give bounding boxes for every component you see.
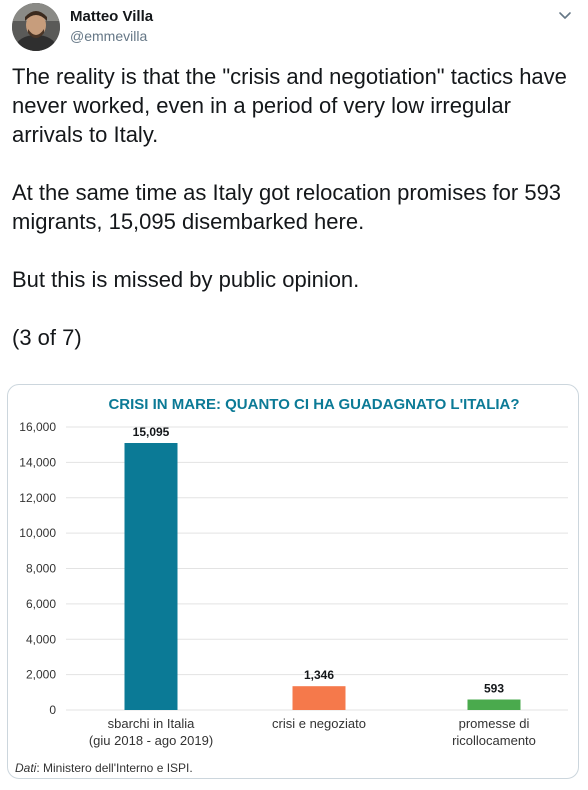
y-tick-label: 6,000 [26,597,56,611]
bar-value-label: 593 [484,682,504,696]
chart-source: Dati: Ministero dell'Interno e ISPI. [15,761,193,775]
tweet-paragraph: The reality is that the "crisis and nego… [12,64,567,147]
avatar-image [12,3,60,51]
x-category-label: sbarchi in Italia [108,716,195,731]
user-handle[interactable]: @emmevilla [70,28,148,44]
y-tick-label: 2,000 [26,668,56,682]
tweet-paragraph: (3 of 7) [12,325,82,350]
y-tick-label: 8,000 [26,562,56,576]
x-category-label: (giu 2018 - ago 2019) [89,733,213,748]
chart-source-label: Dati [15,761,37,775]
chart-value-labels: 15,095 1,346 593 [133,425,505,696]
x-category-label: promesse di [459,716,530,731]
y-tick-label: 10,000 [19,526,56,540]
bar [292,686,346,710]
y-tick-label: 12,000 [19,491,56,505]
chevron-down-icon[interactable] [556,6,574,24]
attached-chart-image[interactable]: CRISI IN MARE: QUANTO CI HA GUADAGNATO L… [7,384,579,779]
y-tick-label: 4,000 [26,632,56,646]
bar [124,443,178,710]
chart-title: CRISI IN MARE: QUANTO CI HA GUADAGNATO L… [108,396,519,413]
user-name[interactable]: Matteo Villa [70,8,154,25]
bar [467,699,521,710]
y-axis: 0 2,000 4,000 6,000 8,000 10,000 12,000 14,000 1… [19,420,56,717]
tweet-text: The reality is that the "crisis and nego… [12,62,572,352]
bar-value-label: 1,346 [304,668,334,682]
y-tick-label: 0 [49,703,56,717]
avatar[interactable] [12,3,60,51]
x-category-label: crisi e negoziato [272,716,366,731]
y-tick-label: 16,000 [19,420,56,434]
chart-source-text: : Ministero dell'Interno e ISPI. [36,761,192,775]
y-tick-label: 14,000 [19,455,56,469]
x-category-label: ricollocamento [452,733,536,748]
tweet-paragraph: At the same time as Italy got relocation… [12,180,562,234]
tweet-paragraph: But this is missed by public opinion. [12,267,360,292]
x-axis: sbarchi in Italia (giu 2018 - ago 2019) cr… [89,716,536,748]
chart-bars [124,443,521,710]
bar-value-label: 15,095 [133,425,170,439]
bar-chart: CRISI IN MARE: QUANTO CI HA GUADAGNATO L… [15,396,568,775]
